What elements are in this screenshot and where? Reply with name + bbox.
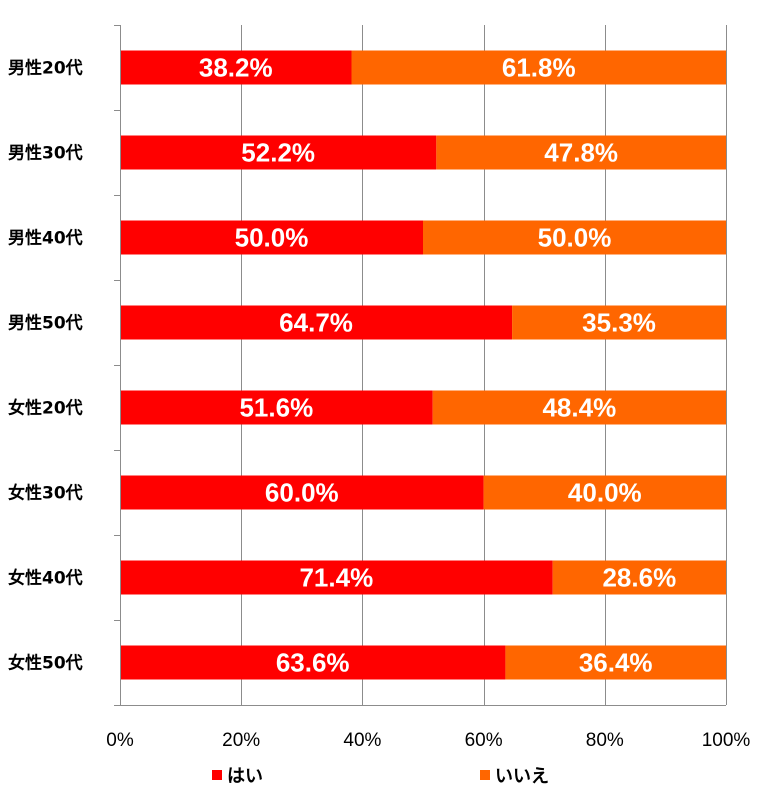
bar-yes-6	[120, 560, 553, 595]
data-label-no-1: 47.8%	[544, 138, 618, 168]
x-tick-label-80: 80%	[586, 730, 624, 751]
category-label-4: 女性20代	[8, 398, 83, 419]
data-label-yes-0: 38.2%	[199, 53, 273, 83]
legend-swatch-yes	[212, 770, 222, 780]
category-label-7: 女性50代	[8, 653, 83, 674]
grid-lines	[241, 25, 727, 705]
x-tick-label-0: 0%	[106, 730, 134, 751]
bar-yes-5	[120, 475, 484, 510]
x-tick-label-20: 20%	[222, 730, 260, 751]
bars	[120, 50, 726, 680]
data-label-no-5: 40.0%	[568, 478, 642, 508]
bar-yes-3	[120, 305, 513, 340]
data-label-yes-2: 50.0%	[235, 223, 309, 253]
bar-no-3	[512, 305, 726, 340]
bar-no-7	[505, 645, 726, 680]
category-label-6: 女性40代	[8, 568, 83, 589]
bar-yes-7	[120, 645, 506, 680]
x-tick-label-40: 40%	[343, 730, 381, 751]
legend: はい いいえ	[212, 766, 549, 787]
axes	[114, 25, 726, 706]
data-label-yes-3: 64.7%	[279, 308, 353, 338]
category-label-2: 男性40代	[8, 228, 83, 249]
bar-no-4	[432, 390, 726, 425]
category-label-1: 男性30代	[8, 143, 83, 164]
bar-yes-2	[120, 220, 423, 255]
category-label-5: 女性30代	[8, 483, 83, 504]
labels: 38.2% 61.8% 男性20代 52.2% 47.8% 男性30代 50.0% 50.0%…	[8, 53, 750, 752]
bar-yes-1	[120, 135, 437, 170]
data-label-no-7: 36.4%	[579, 648, 653, 678]
legend-label-no: いいえ	[495, 766, 549, 787]
data-label-no-3: 35.3%	[582, 308, 656, 338]
data-label-yes-6: 71.4%	[299, 563, 373, 593]
legend-label-yes: はい	[227, 766, 263, 787]
data-label-no-0: 61.8%	[502, 53, 576, 83]
data-label-no-2: 50.0%	[538, 223, 612, 253]
x-tick-label-60: 60%	[465, 730, 503, 751]
data-label-yes-5: 60.0%	[265, 478, 339, 508]
data-label-yes-1: 52.2%	[241, 138, 315, 168]
bar-no-5	[483, 475, 726, 510]
data-label-yes-7: 63.6%	[276, 648, 350, 678]
bar-no-0	[351, 50, 726, 85]
category-label-3: 男性50代	[8, 313, 83, 334]
bar-yes-4	[120, 390, 433, 425]
bar-no-2	[423, 220, 726, 255]
data-label-no-6: 28.6%	[602, 563, 676, 593]
bar-no-1	[436, 135, 726, 170]
category-label-0: 男性20代	[8, 58, 83, 79]
data-label-yes-4: 51.6%	[239, 393, 313, 423]
legend-swatch-no	[480, 770, 490, 780]
bar-yes-0	[120, 50, 352, 85]
data-label-no-4: 48.4%	[542, 393, 616, 423]
bar-no-6	[552, 560, 726, 595]
x-tick-label-100: 100%	[702, 730, 751, 751]
